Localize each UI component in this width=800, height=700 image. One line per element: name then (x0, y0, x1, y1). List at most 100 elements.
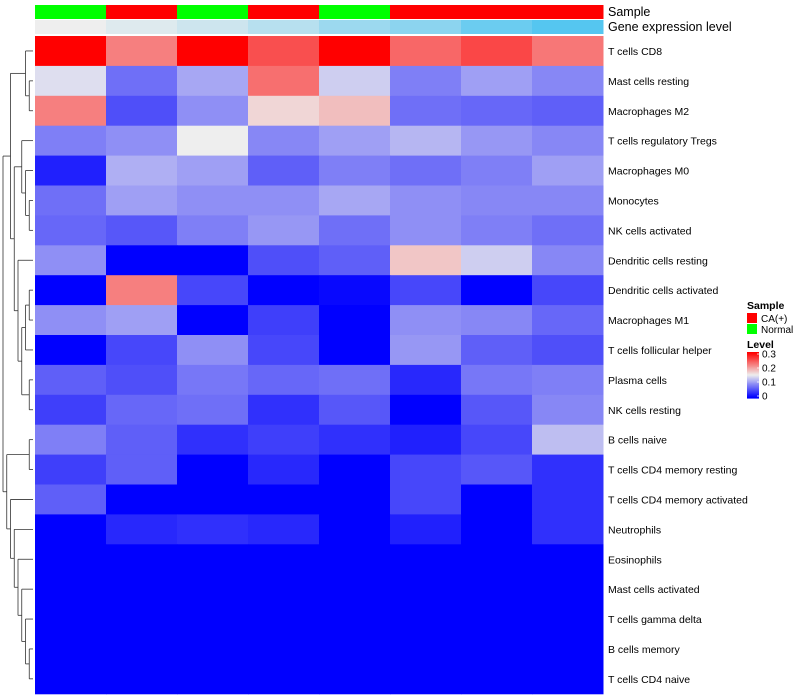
heatmap-cell (177, 544, 249, 575)
heatmap-cell (532, 663, 604, 695)
heatmap-cell (319, 65, 391, 97)
heatmap-cell (35, 275, 107, 306)
heatmap-cell (532, 484, 604, 515)
legend-level-band (747, 361, 759, 363)
row-label: B cells memory (608, 644, 681, 656)
heatmap-cell (35, 454, 107, 485)
heatmap-cell (106, 155, 178, 186)
row-label: Eosinophils (608, 554, 662, 566)
row-label: Macrophages M0 (608, 166, 689, 178)
heatmap-cell (248, 305, 320, 336)
heatmap-cell (106, 394, 178, 426)
heatmap-cell (35, 484, 107, 515)
heatmap-cell (461, 275, 533, 306)
row-label: T cells gamma delta (608, 614, 702, 626)
heatmap-cell (319, 335, 391, 366)
legend-level-band (747, 354, 759, 357)
legend-level-band (747, 357, 759, 360)
legend-level-band (747, 378, 759, 381)
sample-cell (532, 5, 604, 19)
heatmap-cell (390, 305, 462, 336)
legend-level-band (747, 376, 759, 378)
annotation-label-sample: Sample (608, 5, 650, 19)
heatmap-cell (461, 454, 533, 485)
heatmap-cell (248, 36, 320, 67)
heatmap-cell (390, 454, 462, 485)
heatmap-cell (177, 663, 249, 695)
heatmap-cell (319, 634, 391, 665)
heatmap-cell (461, 364, 533, 396)
heatmap-cell (106, 574, 178, 605)
heatmap-cell (248, 454, 320, 485)
heatmap-cell (106, 604, 178, 635)
heatmap-cell (532, 454, 604, 485)
heatmap-cell (35, 95, 107, 127)
heatmap-cell (319, 454, 391, 485)
heatmap-cell (319, 185, 391, 216)
heatmap-cell (390, 544, 462, 575)
heatmap-cell (390, 574, 462, 605)
heatmap-cell (248, 604, 320, 635)
row-label: Macrophages M2 (608, 106, 689, 118)
heatmap-cell (177, 95, 249, 127)
heatmap-cell (248, 155, 320, 186)
legend-level-band (747, 386, 759, 389)
heatmap-cell (390, 215, 462, 246)
row-label: Dendritic cells activated (608, 285, 718, 297)
heatmap-cell (106, 245, 178, 276)
heatmap-cell (106, 335, 178, 366)
expression-level-cell (248, 20, 320, 34)
row-label: Mast cells activated (608, 584, 700, 596)
row-label: T cells CD8 (608, 46, 662, 58)
heatmap-cell (35, 125, 107, 157)
row-label: T cells follicular helper (608, 345, 712, 357)
row-label: NK cells activated (608, 225, 692, 237)
heatmap-cell (35, 185, 107, 216)
heatmap-cell (390, 663, 462, 695)
legend-level-band (747, 396, 759, 399)
heatmap-cell (177, 36, 249, 67)
heatmap-cell (319, 95, 391, 127)
heatmap-cell (177, 394, 249, 426)
heatmap-cell (35, 65, 107, 97)
heatmap-cell (319, 36, 391, 67)
heatmap-cell (177, 634, 249, 665)
legend-swatch (747, 324, 757, 334)
sample-cell (461, 5, 533, 19)
heatmap-cell (390, 185, 462, 216)
heatmap-cell (319, 305, 391, 336)
row-label: Macrophages M1 (608, 315, 689, 327)
heatmap-cell (532, 185, 604, 216)
heatmap-cell (177, 514, 249, 545)
heatmap-cell (177, 245, 249, 276)
legend-level-band (747, 355, 759, 358)
heatmap-cell (461, 65, 533, 97)
legend-label: CA(+) (761, 314, 787, 325)
heatmap-cell (177, 335, 249, 366)
legend-level-band (747, 373, 759, 376)
heatmap-cell (319, 364, 391, 396)
annotation-label-expression: Gene expression level (608, 20, 732, 34)
legend-level-band (747, 384, 759, 386)
heatmap-cell (461, 574, 533, 605)
heatmap-cell (35, 574, 107, 605)
expression-level-cell (390, 20, 462, 34)
legend-level-band (747, 358, 759, 361)
heatmap-cell (461, 185, 533, 216)
row-label: Monocytes (608, 195, 659, 207)
heatmap-cell (461, 125, 533, 157)
heatmap-cell (106, 305, 178, 336)
heatmap-cell (461, 305, 533, 336)
legend-level-tick-label: 0.3 (762, 350, 776, 361)
legend-level-band (747, 389, 759, 392)
sample-cell (390, 5, 462, 19)
legend-level-band (747, 377, 759, 380)
heatmap-cell (177, 574, 249, 605)
legend-level-band (747, 393, 759, 396)
legend-level-band (747, 352, 759, 354)
row-label: Plasma cells (608, 375, 667, 387)
heatmap-cell (248, 95, 320, 127)
heatmap-cell (35, 245, 107, 276)
heatmap-cell (319, 215, 391, 246)
heatmap-cell (390, 65, 462, 97)
